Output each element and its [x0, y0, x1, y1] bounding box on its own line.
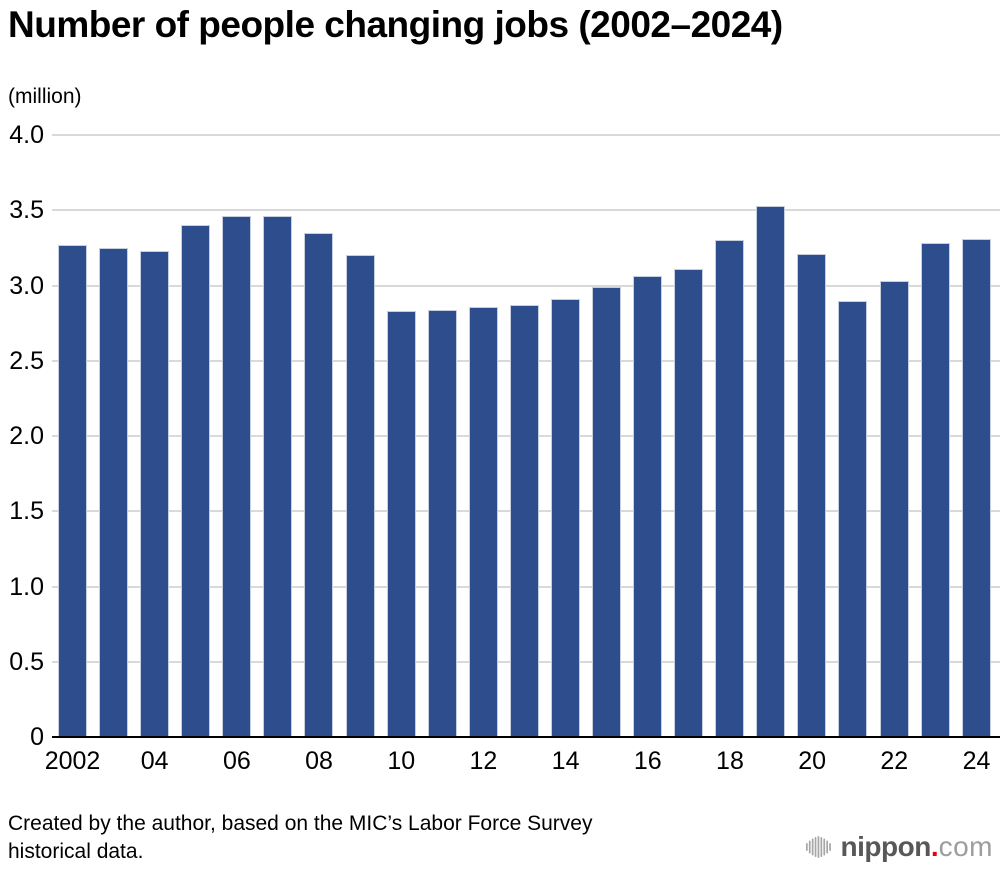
- bar-2007: [263, 216, 293, 737]
- bar-2019: [756, 205, 786, 737]
- gridline-3.5: [52, 209, 1000, 212]
- x-tick-label-18: 18: [716, 747, 744, 775]
- bar-2014: [550, 299, 580, 737]
- bar-2003: [99, 247, 129, 737]
- bar-2021: [838, 300, 868, 737]
- bar-2015: [592, 287, 622, 737]
- x-tick-label-2002: 2002: [44, 747, 101, 775]
- bar-2020: [797, 253, 827, 737]
- y-tick-label-0.5: 0.5: [9, 647, 44, 676]
- y-tick-label-4.0: 4.0: [9, 121, 44, 149]
- x-axis-line: [52, 735, 1000, 738]
- y-tick-label-3.0: 3.0: [9, 271, 44, 300]
- source-note: Created by the author, based on the MIC’…: [8, 810, 592, 865]
- soundwave-icon: [805, 836, 831, 858]
- source-note-line-2: historical data.: [8, 839, 144, 863]
- bar-2012: [468, 306, 498, 737]
- y-tick-label-0: 0: [30, 723, 44, 751]
- gridline-4.0: [52, 134, 1000, 136]
- bar-2023: [920, 243, 950, 737]
- bar-2009: [345, 255, 375, 737]
- nippon-logo: nippon.com: [805, 830, 993, 864]
- bar-2017: [674, 268, 704, 737]
- source-note-line-1: Created by the author, based on the MIC’…: [8, 812, 593, 835]
- x-tick-label-06: 06: [222, 747, 251, 775]
- x-tick-label-22: 22: [880, 747, 909, 775]
- x-tick-label-16: 16: [633, 747, 662, 775]
- y-axis-labels: 4.0 3.5 3.0 2.5 2.0 1.5 1.0 0.5 0: [0, 122, 44, 750]
- x-tick-label-14: 14: [551, 747, 580, 775]
- x-tick-label-10: 10: [387, 747, 416, 775]
- bar-2011: [427, 309, 457, 737]
- y-tick-label-1.5: 1.5: [9, 497, 44, 526]
- y-tick-label-2.5: 2.5: [9, 346, 44, 375]
- bar-2016: [633, 276, 663, 737]
- logo-tld: com: [938, 831, 993, 862]
- bar-2024: [961, 238, 991, 737]
- bars-container: [58, 135, 991, 737]
- gridline-3.0: [52, 284, 1000, 287]
- unit-label: (million): [8, 85, 82, 108]
- x-tick-label-04: 04: [140, 747, 169, 775]
- bar-2018: [715, 240, 745, 737]
- bar-2008: [304, 232, 334, 737]
- x-tick-label-12: 12: [469, 747, 498, 775]
- x-tick-label-08: 08: [305, 747, 333, 775]
- nippon-logo-text: nippon.com: [841, 830, 993, 864]
- bar-2002: [58, 244, 87, 737]
- bar-2005: [181, 225, 211, 737]
- x-tick-label-24: 24: [962, 747, 991, 775]
- bar-2013: [509, 305, 539, 737]
- logo-name: nippon: [840, 831, 932, 862]
- y-tick-label-1.0: 1.0: [9, 572, 44, 601]
- page-title: Number of people changing jobs (2002–202…: [8, 4, 783, 45]
- x-axis-labels: 2002 04 06 08 10 12 14 16 18 20 22 24: [45, 747, 991, 779]
- bar-2006: [222, 216, 252, 737]
- bar-2010: [386, 311, 416, 737]
- logo-dot: .: [930, 831, 939, 862]
- plot-area: [52, 134, 1000, 738]
- bar-2004: [140, 250, 170, 737]
- bar-2022: [879, 281, 909, 737]
- x-tick-label-20: 20: [798, 747, 827, 775]
- y-tick-label-3.5: 3.5: [9, 196, 44, 225]
- y-tick-label-2.0: 2.0: [9, 422, 44, 450]
